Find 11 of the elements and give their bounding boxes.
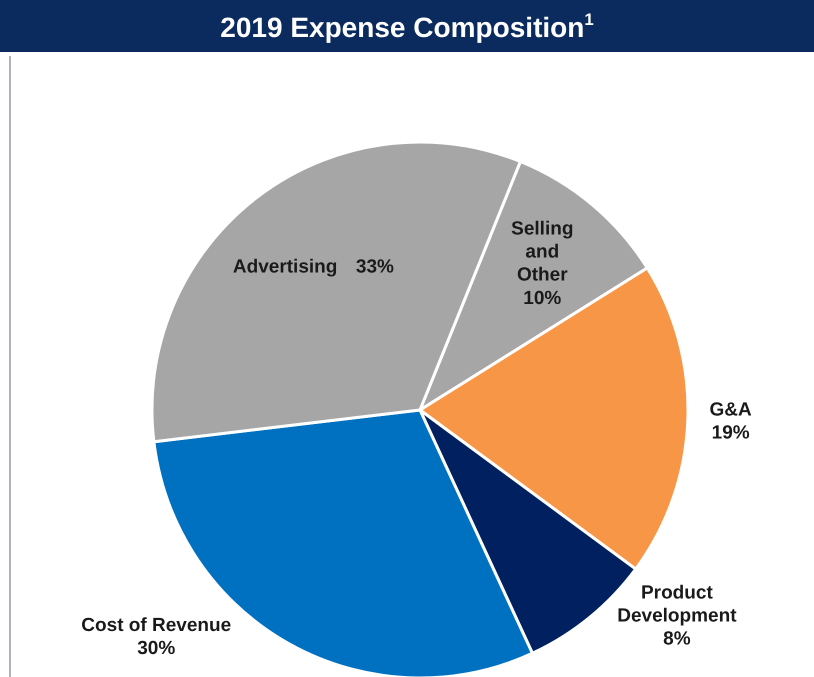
data-label: 8% <box>663 628 691 650</box>
slice-label: Advertising <box>232 256 338 278</box>
data-label: 10% <box>523 288 562 309</box>
slice-label: Cost of Revenue <box>81 615 232 636</box>
data-label: 19% <box>712 422 750 444</box>
chart-title: 2019 Expense Composition$^{1}$ <box>220 10 594 44</box>
slice-label: G&A <box>710 399 752 420</box>
data-label: 33% <box>356 256 394 278</box>
slice-label: Product Development <box>617 582 738 627</box>
slice-label: Selling and Other <box>511 218 574 286</box>
data-label: 30% <box>137 638 176 660</box>
